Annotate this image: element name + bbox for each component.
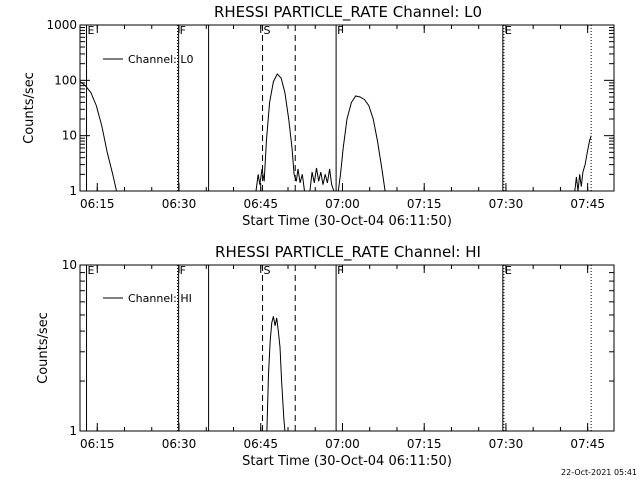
series-line-segment-0 <box>79 81 117 192</box>
axis-ticks: 06:15 06:30 06:45 07:00 07:15 07:30 07:45 1 10 <box>62 258 614 451</box>
y-tick-label: 1 <box>69 424 77 438</box>
legend: Channel: HI <box>103 292 192 305</box>
x-tick-label: 07:30 <box>489 437 524 451</box>
x-tick-label: 06:30 <box>162 197 197 211</box>
series-line-segment-2 <box>309 167 335 192</box>
event-marker-label: E <box>505 24 512 37</box>
series-line-segment-4 <box>574 135 592 192</box>
chart-title: RHESSI PARTICLE_RATE Channel: L0 <box>214 3 482 22</box>
x-tick-label: 07:00 <box>325 437 360 451</box>
chart-title: RHESSI PARTICLE_RATE Channel: HI <box>215 243 481 262</box>
y-axis-title: Counts/sec <box>36 312 51 384</box>
event-marker-label: E <box>88 24 95 37</box>
y-tick-label: 10 <box>62 129 77 143</box>
x-axis-title: Start Time (30-Oct-04 06:11:50) <box>242 454 452 469</box>
chart-high-channel: RHESSI PARTICLE_RATE Channel: HI E F S F E 0… <box>36 243 615 469</box>
y-tick-label: 10 <box>62 258 77 272</box>
plot-frame <box>79 24 615 192</box>
event-marker-label: F <box>180 264 186 277</box>
plot-frame <box>79 264 615 432</box>
generation-timestamp: 22-Oct-2021 05:41 <box>561 468 637 477</box>
legend: Channel: L0 <box>103 53 194 66</box>
event-marker-label: F <box>337 264 343 277</box>
event-marker-label: F <box>337 24 343 37</box>
series-line-segment-3 <box>337 95 386 192</box>
x-tick-label: 06:15 <box>80 197 115 211</box>
event-marker-label: F <box>180 24 186 37</box>
x-tick-label: 07:45 <box>570 437 605 451</box>
series-line-segment-1 <box>255 73 305 192</box>
x-tick-label: 07:15 <box>407 197 442 211</box>
y-axis-title: Counts/sec <box>22 72 37 144</box>
y-tick-label: 1000 <box>46 18 77 32</box>
x-axis-title: Start Time (30-Oct-04 06:11:50) <box>242 214 452 229</box>
series-channel-high <box>266 316 286 432</box>
event-marker-label: S <box>264 264 271 277</box>
x-tick-label: 07:15 <box>407 437 442 451</box>
x-tick-label: 06:30 <box>162 437 197 451</box>
y-tick-label: 100 <box>54 73 77 87</box>
event-marker-label: S <box>264 24 271 37</box>
x-tick-label: 07:30 <box>489 197 524 211</box>
event-marker-label: E <box>88 264 95 277</box>
series-channel-low <box>79 73 592 192</box>
x-tick-label: 06:45 <box>243 197 278 211</box>
event-marker-label: E <box>505 264 512 277</box>
x-tick-label: 07:00 <box>325 197 360 211</box>
series-line-segment-0 <box>266 316 286 432</box>
legend-label: Channel: L0 <box>128 53 194 66</box>
x-tick-label: 06:15 <box>80 437 115 451</box>
x-tick-label: 06:45 <box>243 437 278 451</box>
chart-low-channel: RHESSI PARTICLE_RATE Channel: L0 E F S F E 0… <box>22 3 615 229</box>
axis-ticks: 06:15 06:30 06:45 07:00 07:15 07:30 07:45 1 10 10… <box>46 18 614 211</box>
x-tick-label: 07:45 <box>570 197 605 211</box>
y-tick-label: 1 <box>69 184 77 198</box>
legend-label: Channel: HI <box>128 292 192 305</box>
